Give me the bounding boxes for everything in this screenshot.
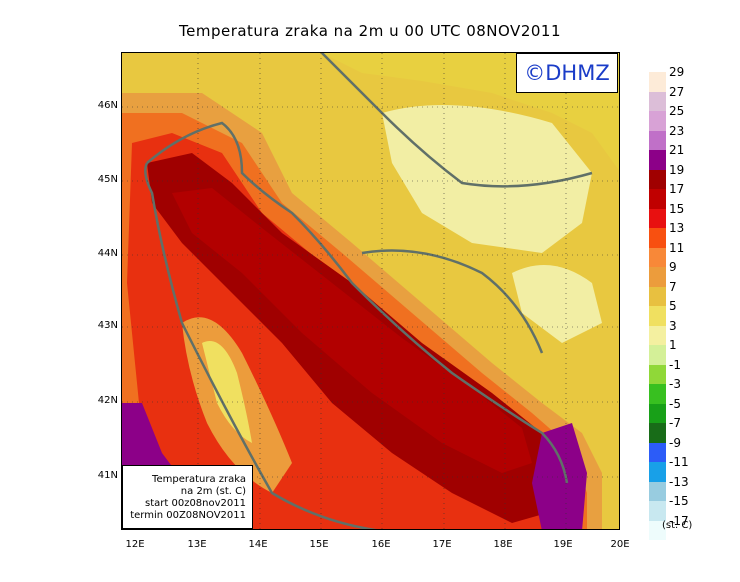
- eastern-coastline: [146, 121, 569, 484]
- legend-swatch: [649, 72, 666, 92]
- legend-label: -3: [669, 377, 681, 391]
- legend-swatch: [649, 267, 666, 287]
- legend-swatch: [649, 481, 666, 501]
- legend-label: 1: [669, 338, 677, 352]
- legend-label: 25: [669, 104, 685, 118]
- lon-tick: 12E: [125, 539, 145, 550]
- info-line-2: na 2m (st. C): [180, 486, 246, 497]
- lon-tick: 19E: [553, 539, 573, 550]
- legend-label: -11: [669, 455, 689, 469]
- legend-label: 29: [669, 65, 685, 79]
- legend-swatch: [649, 306, 666, 326]
- legend-label: 13: [669, 221, 685, 235]
- legend-swatch: [649, 247, 666, 267]
- italy-interior: [202, 341, 252, 443]
- legend-swatch: [649, 130, 666, 150]
- temperature-map: [121, 52, 620, 530]
- land-cold-interior: [382, 105, 592, 253]
- legend-label: 15: [669, 201, 685, 216]
- western-coastline: [144, 162, 184, 324]
- legend-label: -9: [669, 435, 681, 450]
- legend-label: 11: [669, 240, 685, 255]
- lon-tick: 17E: [432, 539, 452, 550]
- lat-tick: 45N: [97, 174, 118, 185]
- info-line-1: Temperatura zraka: [152, 474, 246, 485]
- legend-label: 17: [669, 182, 685, 196]
- legend-label: -1: [669, 357, 681, 372]
- legend-swatch: [649, 345, 666, 365]
- legend-label: 23: [669, 123, 685, 138]
- lon-tick: 14E: [248, 539, 268, 550]
- legend-swatch: [649, 91, 666, 111]
- land-cold-south: [512, 265, 602, 343]
- legend-label: -7: [669, 416, 681, 430]
- info-box: Temperatura zraka na 2m (st. C) start 00…: [122, 465, 253, 529]
- legend-swatch: [649, 228, 666, 248]
- legend-swatch: [649, 286, 666, 306]
- lat-tick: 46N: [97, 100, 118, 111]
- lat-tick: 42N: [97, 395, 118, 406]
- lat-tick: 44N: [97, 248, 118, 259]
- legend-label: 27: [669, 84, 685, 99]
- border-south: [361, 249, 544, 354]
- legend-swatch: [649, 520, 666, 540]
- legend-label: 5: [669, 299, 677, 313]
- lon-tick: 16E: [371, 539, 391, 550]
- legend-label: 7: [669, 279, 677, 294]
- lon-tick: 15E: [309, 539, 329, 550]
- lat-tick: 41N: [97, 470, 118, 481]
- legend-label: 3: [669, 318, 677, 333]
- legend-swatch: [649, 442, 666, 462]
- legend-swatch: [649, 462, 666, 482]
- legend-swatch: [649, 189, 666, 209]
- legend-label: -5: [669, 396, 681, 411]
- legend-label: -13: [669, 474, 689, 489]
- lon-tick: 18E: [493, 539, 513, 550]
- legend-swatch: [649, 384, 666, 404]
- legend-swatch: [649, 150, 666, 170]
- temperature-field: [122, 53, 619, 529]
- legend-label: -17: [669, 513, 689, 528]
- legend-swatch: [649, 208, 666, 228]
- info-line-4: termin 00Z08NOV2011: [130, 510, 246, 521]
- info-line-3: start 00z08nov2011: [145, 498, 246, 509]
- legend-label: 9: [669, 260, 677, 274]
- legend-label: -15: [669, 494, 689, 508]
- legend-swatch: [649, 111, 666, 131]
- legend-label: 19: [669, 162, 685, 177]
- legend-swatch: [649, 423, 666, 443]
- legend-swatch: [649, 501, 666, 521]
- coastlines: [144, 53, 593, 529]
- lon-tick: 20E: [610, 539, 630, 550]
- legend-swatch: [649, 169, 666, 189]
- legend-swatch: [649, 403, 666, 423]
- graticule: [122, 53, 619, 529]
- legend-label: 21: [669, 143, 685, 157]
- map-title: Temperatura zraka na 2m u 00 UTC 08NOV20…: [178, 22, 561, 40]
- lat-tick: 43N: [97, 320, 118, 331]
- italy-coastline: [180, 322, 378, 529]
- dhmz-logo: ©DHMZ: [516, 53, 618, 93]
- lon-tick: 13E: [187, 539, 207, 550]
- border-north: [321, 53, 593, 188]
- legend-swatch: [649, 364, 666, 384]
- legend-swatch: [649, 325, 666, 345]
- sea-purple-se: [532, 423, 587, 529]
- legend-unit: (st. C): [662, 520, 693, 531]
